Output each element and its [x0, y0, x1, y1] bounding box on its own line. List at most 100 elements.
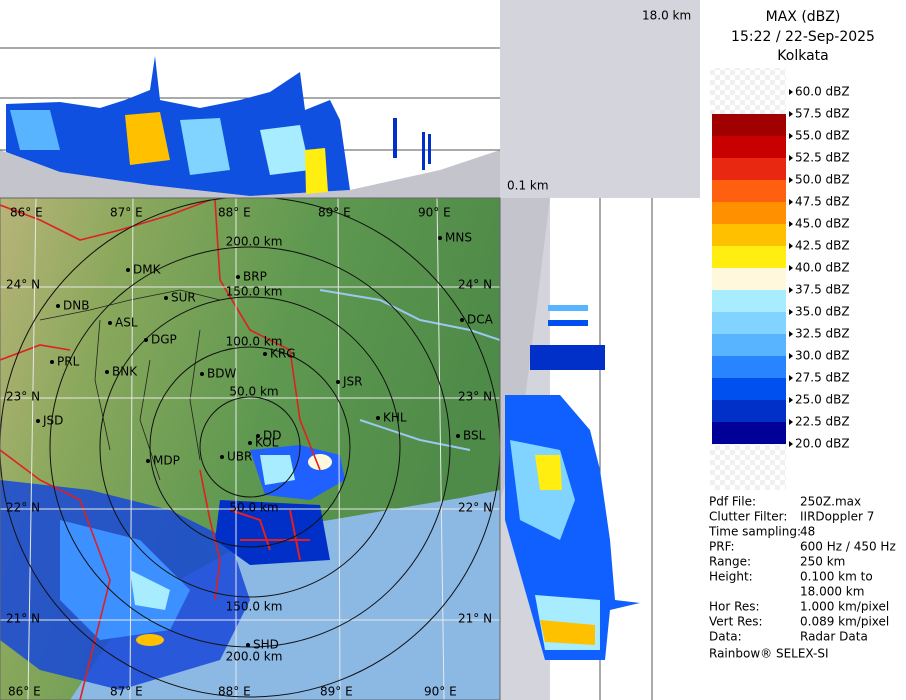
lon-label: 86° E: [8, 685, 41, 699]
info-value: 0.089 km/pixel: [800, 615, 889, 629]
map: [0, 198, 500, 700]
scale-label: 20.0 dBZ: [795, 437, 850, 451]
top-height-label: 18.0 km: [642, 9, 691, 23]
scale-label: 40.0 dBZ: [795, 261, 850, 275]
city-label: JSD: [42, 414, 63, 428]
scale-band: [712, 422, 786, 444]
scale-label: 42.5 dBZ: [795, 239, 850, 253]
city-dot: [246, 643, 250, 647]
info-key: Data:: [709, 630, 742, 644]
info-value: 250 km: [800, 555, 845, 569]
info-key: Time sampling:: [708, 525, 801, 539]
city-dot: [263, 352, 267, 356]
city-label: ASL: [115, 316, 138, 330]
lat-label: 24° N: [458, 278, 492, 292]
info-footer: Rainbow® SELEX-SI: [709, 647, 829, 661]
info-value: Radar Data: [800, 630, 868, 644]
scale-tick: [789, 375, 793, 381]
scale-band: [712, 136, 786, 158]
city-dot: [144, 338, 148, 342]
info-value: 48: [800, 525, 815, 539]
range-label: 200.0 km: [226, 235, 283, 249]
city-label: PRL: [57, 355, 80, 369]
scale-label: 27.5 dBZ: [795, 371, 850, 385]
city-label: BRP: [243, 270, 267, 284]
range-label: 150.0 km: [226, 600, 283, 614]
city-label: JSR: [342, 375, 363, 389]
lon-label: 87° E: [110, 685, 143, 699]
city-dot: [164, 296, 168, 300]
city-dot: [456, 434, 460, 438]
scale-tick: [789, 133, 793, 139]
scale-label: 22.5 dBZ: [795, 415, 850, 429]
scale-label: 55.0 dBZ: [795, 129, 850, 143]
city-label: BNK: [112, 365, 138, 379]
city-label: KOL: [255, 436, 279, 450]
city-dot: [376, 416, 380, 420]
city-label: BSL: [463, 429, 486, 443]
range-label: 50.0 km: [229, 385, 278, 399]
scale-label: 50.0 dBZ: [795, 173, 850, 187]
lon-label: 89° E: [320, 685, 353, 699]
legend-site: Kolkata: [777, 48, 828, 64]
scale-tick: [789, 89, 793, 95]
lat-label: 21° N: [6, 612, 40, 626]
lat-label: 22° N: [6, 501, 40, 515]
city-dot: [126, 268, 130, 272]
scale-tick: [789, 155, 793, 161]
side-section: [500, 198, 700, 700]
city-label: DMK: [133, 263, 162, 277]
info-value: 18.000 km: [800, 585, 864, 599]
city-dot: [108, 321, 112, 325]
scale-label: 47.5 dBZ: [795, 195, 850, 209]
scale-band: [712, 202, 786, 224]
scale-band: [712, 268, 786, 290]
scale-tick: [789, 331, 793, 337]
info-value: IIRDoppler 7: [800, 510, 874, 524]
city-label: KHL: [383, 411, 407, 425]
lon-label: 87° E: [110, 206, 143, 220]
scale-label: 25.0 dBZ: [795, 393, 850, 407]
city-dot: [200, 372, 204, 376]
info-key: Hor Res:: [709, 600, 760, 614]
info-value: 1.000 km/pixel: [800, 600, 889, 614]
city-dot: [50, 360, 54, 364]
scale-band: [712, 180, 786, 202]
lat-label: 23° N: [6, 390, 40, 404]
city-dot: [460, 318, 464, 322]
scale-band: [712, 114, 786, 136]
lon-label: 90° E: [418, 206, 451, 220]
legend-time: 15:22 / 22-Sep-2025: [731, 29, 875, 45]
city-label: DD: [263, 429, 281, 443]
scale-label: 32.5 dBZ: [795, 327, 850, 341]
city-label: DGP: [151, 333, 177, 347]
lon-label: 90° E: [424, 685, 457, 699]
city-dot: [336, 380, 340, 384]
scale-band: [712, 334, 786, 356]
city-label: UBR: [227, 450, 252, 464]
scale-band: [712, 378, 786, 400]
scale-tick: [789, 309, 793, 315]
range-label: 200.0 km: [226, 650, 283, 664]
info-value: 250Z.max: [800, 495, 861, 509]
scale-band: [712, 312, 786, 334]
map-frame: [0, 197, 501, 700]
scale-tick: [789, 419, 793, 425]
scale-label: 35.0 dBZ: [795, 305, 850, 319]
lat-label: 21° N: [458, 612, 492, 626]
city-dot: [36, 419, 40, 423]
info-key: Height:: [709, 570, 753, 584]
city-dot: [220, 455, 224, 459]
city-dot: [105, 370, 109, 374]
legend: MAX (dBZ) 15:22 / 22-Sep-2025 Kolkata 18…: [507, 0, 906, 700]
city-label: MDP: [153, 454, 180, 468]
lon-label: 89° E: [318, 206, 351, 220]
city-label: DNB: [63, 299, 89, 313]
lon-label: 88° E: [218, 685, 251, 699]
info-key: Clutter Filter:: [709, 510, 787, 524]
lat-label: 24° N: [6, 278, 40, 292]
city-dot: [146, 459, 150, 463]
city-label: KRG: [270, 347, 296, 361]
city-dot: [56, 304, 60, 308]
